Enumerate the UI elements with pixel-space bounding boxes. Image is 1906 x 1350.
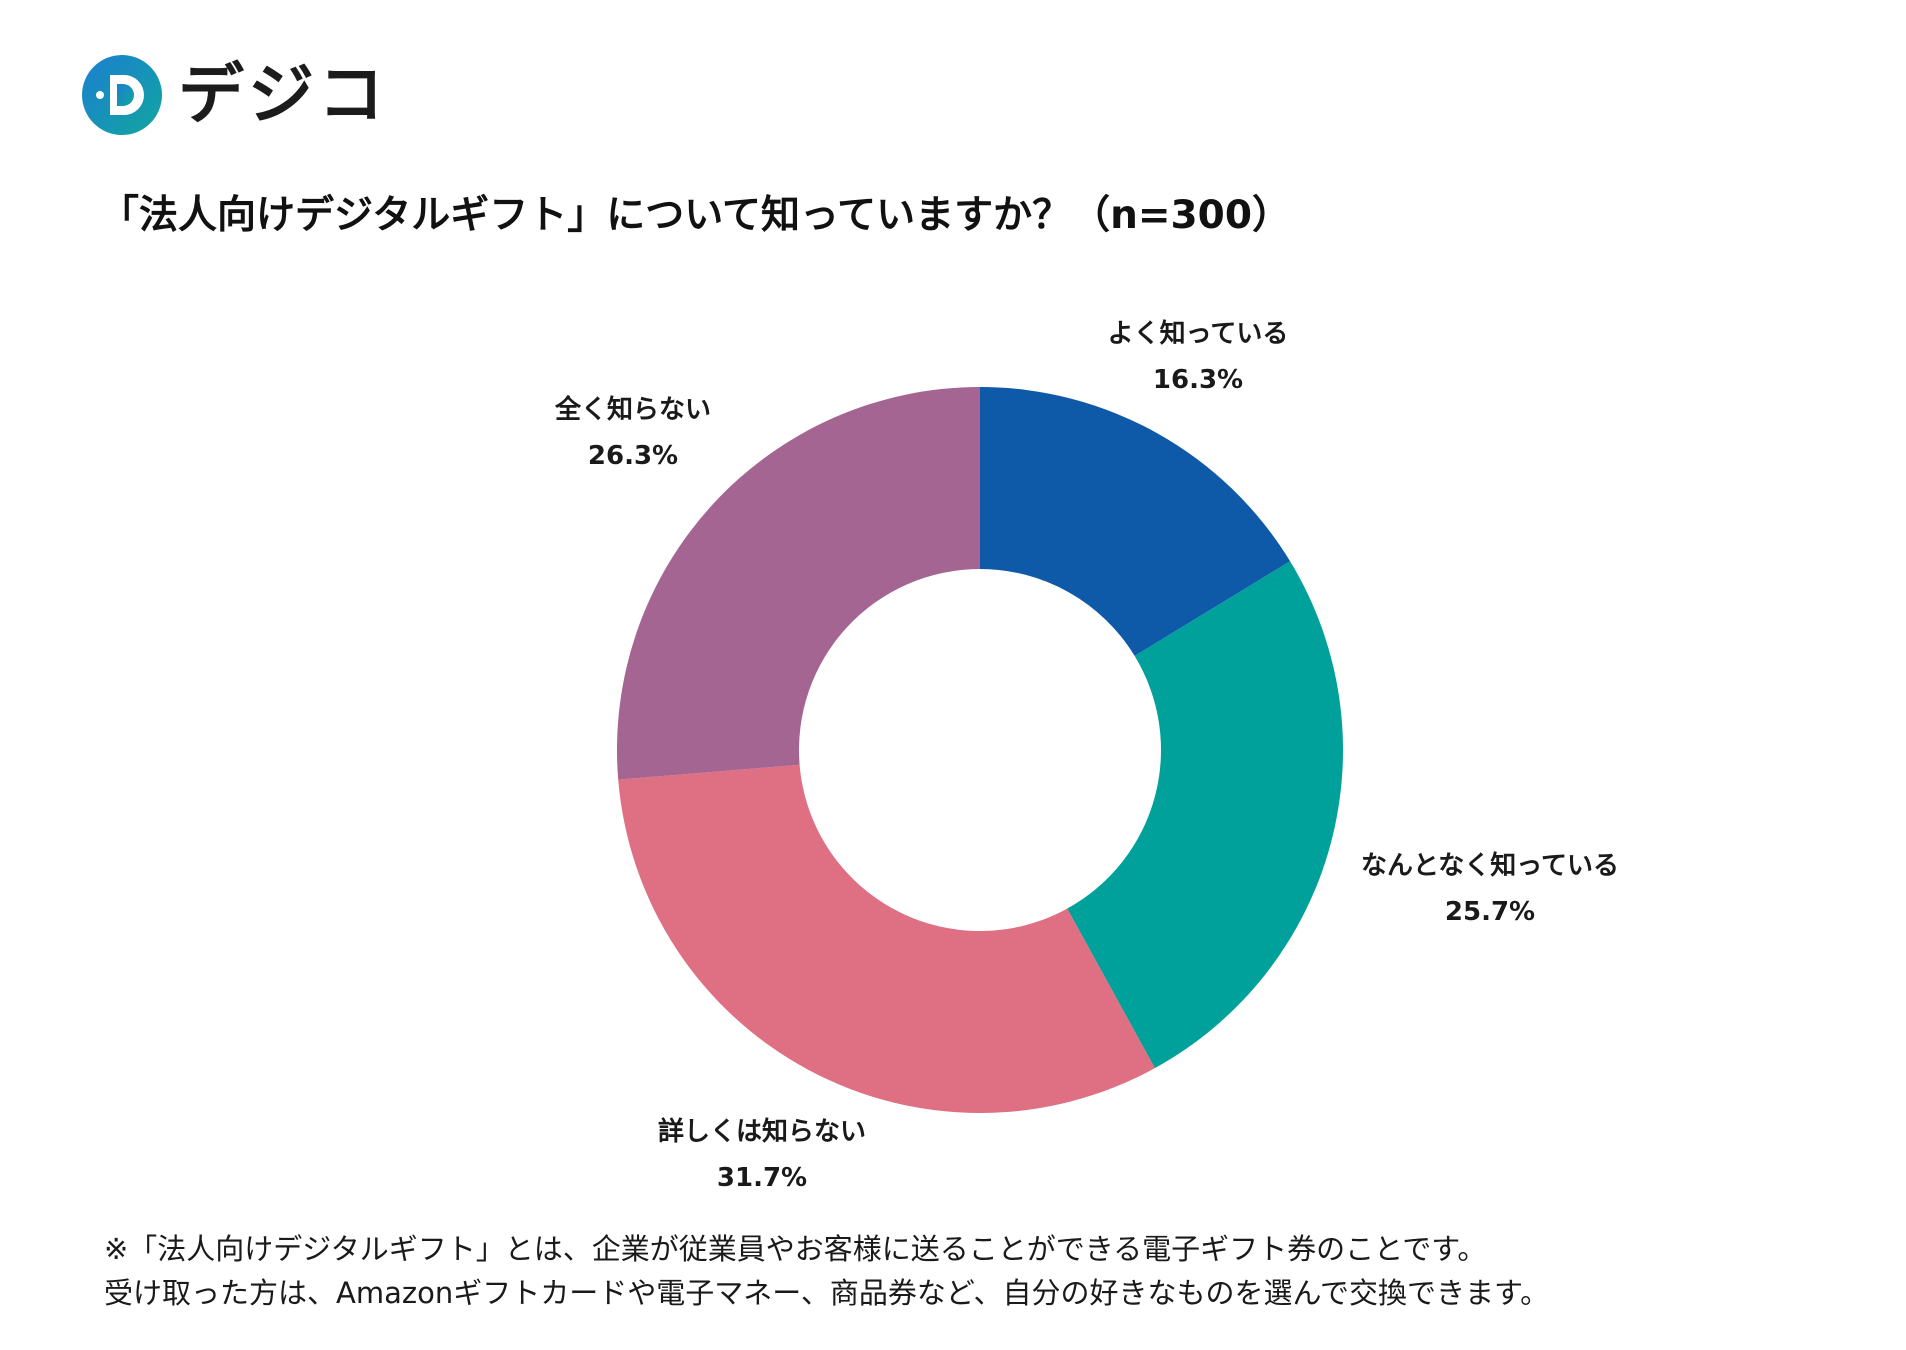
footnote-definition: ※「法人向けデジタルギフト」とは、企業が従業員やお客様に送ることができる電子ギフ… (104, 1232, 1487, 1266)
brand-name: デジコ (178, 56, 388, 133)
brand-logo: デジコ (80, 50, 388, 140)
slice-well-known-label: よく知っている (1108, 319, 1289, 349)
footnote-exchange: 受け取った方は、Amazonギフトカードや電子マネー、商品券など、自分の好きなも… (104, 1276, 1550, 1310)
chart-title: 「法人向けデジタルギフト」について知っていますか？（n=300） (100, 193, 1291, 238)
slice-somewhat-known (1067, 561, 1343, 1069)
slice-not-in-detail-label: 詳しくは知らない (658, 1116, 866, 1147)
slice-not-known-value: 26.3% (588, 441, 678, 471)
slice-somewhat-known-label: なんとなく知っている (1361, 851, 1619, 881)
slice-not-in-detail-value: 31.7% (717, 1163, 807, 1193)
slice-well-known-value: 16.3% (1153, 365, 1243, 395)
brand-mark-icon (82, 55, 162, 135)
slice-not-in-detail (618, 764, 1155, 1113)
slice-somewhat-known-value: 25.7% (1445, 897, 1535, 927)
slice-not-known-label: 全く知らない (554, 394, 711, 425)
slice-not-known (617, 387, 980, 780)
slice-well-known (980, 387, 1291, 656)
